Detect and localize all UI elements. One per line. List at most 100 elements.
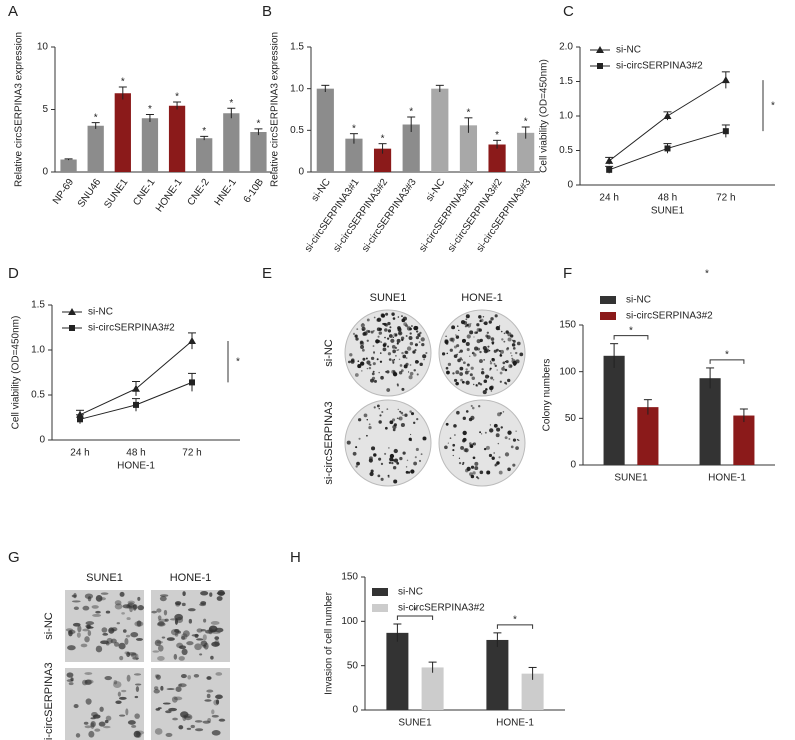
colony xyxy=(471,376,476,380)
colony xyxy=(499,380,502,383)
bar xyxy=(733,415,755,465)
cell xyxy=(181,648,188,656)
cell xyxy=(122,604,131,609)
colony xyxy=(485,445,490,450)
colony xyxy=(469,330,474,335)
cell xyxy=(177,683,187,688)
colony xyxy=(455,381,459,386)
legend-swatch xyxy=(600,296,616,304)
colony xyxy=(489,428,494,433)
cell xyxy=(203,618,207,623)
cell xyxy=(102,632,109,636)
colony xyxy=(405,334,408,337)
colony xyxy=(464,370,469,375)
colony xyxy=(470,474,475,479)
cell xyxy=(137,596,141,601)
bar xyxy=(114,93,131,172)
colony xyxy=(400,411,404,415)
colony xyxy=(392,465,397,470)
colony xyxy=(408,336,413,340)
cell xyxy=(134,695,139,699)
colony xyxy=(499,412,503,415)
legend-label: si-circSERPINA3#2 xyxy=(626,311,713,322)
x-tick-label: si-circSERPINA3#2 xyxy=(331,177,390,255)
bar xyxy=(431,88,449,172)
cell xyxy=(118,642,126,650)
colony xyxy=(512,347,516,350)
photo xyxy=(344,309,432,397)
cell xyxy=(77,625,82,633)
colony xyxy=(380,477,384,481)
error-bar xyxy=(145,114,154,122)
colony xyxy=(422,354,427,359)
cell xyxy=(88,730,95,738)
colony xyxy=(446,370,450,375)
cell xyxy=(95,610,101,614)
colony xyxy=(361,348,365,352)
error-bar xyxy=(464,117,473,133)
colony xyxy=(385,312,389,316)
colony xyxy=(504,452,510,457)
cell xyxy=(200,629,207,632)
x-tick-label: HONE-1 xyxy=(154,177,185,215)
colony xyxy=(366,419,368,421)
bar xyxy=(60,159,77,172)
colony xyxy=(369,363,372,367)
colony xyxy=(472,442,477,446)
cell xyxy=(182,591,186,596)
panel-letter: A xyxy=(8,3,18,20)
error-bar xyxy=(200,135,209,141)
y-tick-label: 1.5 xyxy=(559,76,573,87)
point xyxy=(664,145,671,152)
colony xyxy=(402,414,404,416)
cell xyxy=(76,632,81,638)
colony xyxy=(399,456,403,461)
significance: * xyxy=(466,107,470,118)
colony xyxy=(360,361,365,366)
legend-swatch xyxy=(600,312,616,320)
colony xyxy=(452,449,455,452)
colony xyxy=(414,456,417,459)
colony xyxy=(503,365,505,368)
colony xyxy=(386,370,390,374)
colony xyxy=(415,447,419,451)
cell xyxy=(135,686,140,693)
legend-label: si-NC xyxy=(616,45,641,56)
panel-letter: F xyxy=(563,265,572,282)
colony xyxy=(408,375,413,380)
colony xyxy=(355,446,358,449)
colony xyxy=(409,371,414,376)
x-tick-label: CNE-1 xyxy=(131,177,157,208)
colony xyxy=(465,314,470,319)
colony xyxy=(391,312,395,316)
colony xyxy=(466,348,470,352)
colony xyxy=(481,368,484,371)
colony xyxy=(386,388,391,392)
colony xyxy=(407,471,411,474)
colony xyxy=(483,379,488,384)
colony xyxy=(372,370,375,373)
colony xyxy=(498,456,501,459)
colony xyxy=(377,335,380,338)
y-axis-label: Colony numbers xyxy=(542,359,553,432)
cell xyxy=(206,676,212,680)
legend-label: si-circSERPINA3#2 xyxy=(398,603,485,614)
cell xyxy=(154,686,159,690)
colony xyxy=(380,313,385,318)
colony xyxy=(366,339,369,342)
colony xyxy=(379,414,382,417)
cell xyxy=(84,672,93,675)
colony xyxy=(393,458,399,463)
x-tick-label: SUNE1 xyxy=(614,473,648,484)
colony xyxy=(414,349,417,352)
cell xyxy=(95,645,103,653)
colony xyxy=(514,351,518,355)
colony xyxy=(502,361,506,365)
colony xyxy=(511,355,513,357)
colony xyxy=(366,360,371,365)
colony xyxy=(384,336,386,339)
colony xyxy=(458,351,461,354)
colony xyxy=(406,346,412,351)
cell xyxy=(206,689,214,693)
colony xyxy=(487,345,490,348)
